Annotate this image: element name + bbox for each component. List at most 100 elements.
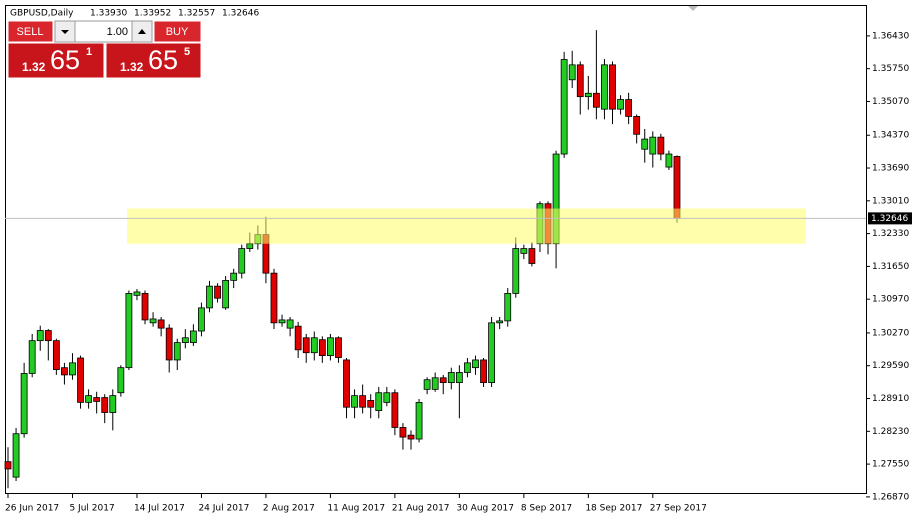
candle-body <box>246 243 254 249</box>
candle-body <box>560 59 568 155</box>
candle-body <box>157 319 165 329</box>
buy-label: BUY <box>166 26 189 38</box>
candle-body <box>109 395 117 413</box>
candle-body <box>447 372 455 384</box>
x-tick-label: 24 Jul 2017 <box>198 504 249 514</box>
lot-value: 1.00 <box>107 26 128 38</box>
candle-body <box>512 248 520 294</box>
candle-body <box>270 272 278 324</box>
candle-body <box>181 337 189 343</box>
x-tick-label: 11 Aug 2017 <box>327 504 385 514</box>
buy-button[interactable] <box>153 20 202 43</box>
candle-body <box>61 367 68 376</box>
candle-body <box>383 392 391 403</box>
buy-fraction: 5 <box>184 46 190 58</box>
x-tick-label: 30 Aug 2017 <box>456 504 514 514</box>
sell-price-box[interactable] <box>7 42 105 79</box>
candle-body <box>52 340 60 370</box>
y-tick-label: 1.26870 <box>872 492 909 502</box>
candle-body <box>133 291 141 296</box>
candle-body <box>657 136 665 155</box>
candle-body <box>222 279 230 309</box>
candle-body <box>85 395 92 403</box>
sell-fraction: 1 <box>86 46 92 58</box>
candle-body <box>343 359 350 408</box>
candle-body <box>189 330 197 343</box>
candle-body <box>359 395 367 408</box>
buy-big-figure: 1.32 <box>120 60 144 74</box>
candle-body <box>592 92 600 108</box>
candle-body <box>302 337 310 354</box>
candle-body <box>431 377 439 390</box>
candle-body <box>20 373 28 435</box>
candle-body <box>28 340 36 374</box>
buy-price-box[interactable] <box>105 42 202 79</box>
x-tick-label: 26 Jun 2017 <box>5 504 59 514</box>
candle-body <box>125 292 133 369</box>
candle-body <box>294 325 302 351</box>
candle-body <box>4 461 12 470</box>
candle-body <box>609 64 616 110</box>
shift-marker <box>688 6 698 11</box>
candle-body <box>149 318 157 324</box>
y-tick-label: 1.32330 <box>872 229 909 239</box>
candle-body <box>278 319 286 324</box>
candle-body <box>584 92 592 98</box>
symbol: GBPUSD,Daily <box>10 9 74 19</box>
candle-body <box>69 362 76 376</box>
candle-body <box>391 392 399 428</box>
candle-body <box>528 248 536 264</box>
y-tick-label: 1.30270 <box>872 328 909 338</box>
y-tick-label: 1.33690 <box>872 164 909 174</box>
y-tick-label: 1.35070 <box>872 97 909 107</box>
candle-body <box>230 272 238 281</box>
candle-body <box>318 339 326 357</box>
y-tick-label: 1.28230 <box>872 427 909 437</box>
candle-body <box>367 400 375 408</box>
price-label: 1.32646 <box>871 214 908 224</box>
candle-body <box>238 248 246 274</box>
candle-body <box>198 307 205 332</box>
candle-body <box>472 359 479 369</box>
candle-body <box>36 330 44 342</box>
candle-body <box>93 397 101 402</box>
candle-body <box>101 397 109 413</box>
candle-body <box>504 292 512 322</box>
candle-body <box>214 285 221 299</box>
ohlc-open: 1.33930 <box>90 9 127 19</box>
ohlc-low: 1.32557 <box>178 9 215 19</box>
up-arrow <box>138 29 146 34</box>
y-tick-label: 1.30970 <box>872 295 909 305</box>
sell-pips: 65 <box>50 45 80 75</box>
candle-body <box>141 292 149 321</box>
price-zone <box>127 208 806 244</box>
candle-body <box>568 64 576 81</box>
candle-body <box>480 359 487 384</box>
x-tick-label: 14 Jul 2017 <box>134 504 185 514</box>
down-arrow <box>61 30 69 34</box>
candle-body <box>641 138 649 150</box>
candle-body <box>77 357 84 403</box>
y-tick-label: 1.29590 <box>872 361 909 371</box>
x-tick-label: 18 Sep 2017 <box>585 504 642 514</box>
x-tick-label: 21 Aug 2017 <box>392 504 450 514</box>
candle-body <box>455 372 463 384</box>
candle-body <box>326 337 334 357</box>
candle-body <box>407 434 415 440</box>
price-label-box <box>868 212 912 225</box>
candle-body <box>399 427 407 438</box>
candle-body <box>496 320 504 324</box>
candle-body <box>117 367 125 394</box>
candle-body <box>625 99 633 117</box>
candle-body <box>649 136 657 155</box>
sell-label: SELL <box>17 26 44 38</box>
x-tick-label: 5 Jul 2017 <box>69 504 114 514</box>
sell-button[interactable] <box>7 20 54 43</box>
y-tick-label: 1.28910 <box>872 394 909 404</box>
plot-frame <box>5 5 867 494</box>
y-tick-label: 1.33010 <box>872 196 909 206</box>
buy-pips: 65 <box>148 45 178 75</box>
